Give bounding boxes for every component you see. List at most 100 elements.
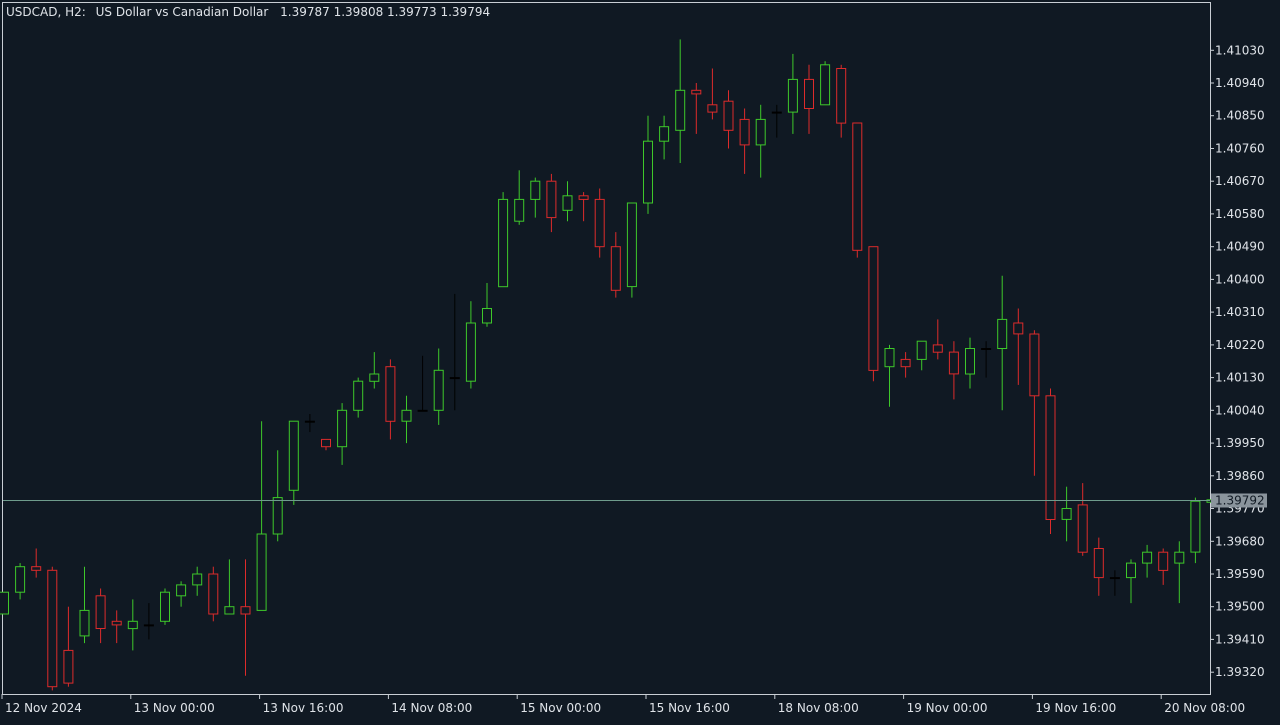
candle (739, 108, 750, 174)
x-tick-label: 19 Nov 00:00 (907, 701, 988, 715)
candle (626, 202, 637, 298)
candle (530, 177, 541, 218)
candle-body (900, 358, 911, 368)
candle (1109, 570, 1120, 596)
candle (1158, 548, 1169, 585)
candle (610, 232, 621, 298)
candle-body (1045, 395, 1056, 520)
candle-body (514, 198, 525, 222)
x-axis[interactable]: 12 Nov 2024 13 Nov 00:00 13 Nov 16:00 14 No… (1, 694, 1245, 715)
y-tick-label: 1.40400 (1215, 272, 1265, 286)
candle-body (739, 118, 750, 146)
candle-body (659, 126, 670, 142)
current-price-tag-label: 1.39792 (1215, 494, 1265, 508)
candle (224, 559, 235, 615)
candle-body (852, 122, 863, 251)
candle (0, 591, 9, 615)
candle (1142, 544, 1153, 578)
candle (1077, 483, 1088, 556)
candle-body (836, 68, 847, 124)
candle-body (1013, 322, 1024, 335)
y-tick-label: 1.40220 (1215, 338, 1265, 352)
candle (1174, 541, 1185, 604)
candle (707, 68, 718, 120)
candle (594, 188, 605, 258)
candle (643, 115, 653, 214)
candle (948, 341, 959, 400)
candle-body (1142, 551, 1153, 564)
y-tick-label: 1.39950 (1215, 436, 1265, 450)
candle-body (755, 118, 766, 146)
candle-body (369, 373, 380, 382)
candle-body (401, 409, 412, 422)
candle (240, 559, 251, 676)
candle-body (498, 198, 509, 288)
y-tick-label: 1.40130 (1215, 371, 1265, 385)
x-tick-label: 12 Nov 2024 (5, 701, 82, 715)
candle-body (1093, 548, 1104, 579)
candle-body (417, 409, 428, 412)
y-tick-label: 1.39410 (1215, 632, 1265, 646)
candle (691, 83, 702, 134)
candle (578, 192, 589, 222)
y-tick-label: 1.40580 (1215, 207, 1265, 221)
candle (95, 588, 106, 644)
candle-body (997, 318, 1008, 349)
candle-body (79, 609, 90, 637)
candle-body (884, 348, 895, 368)
candle (562, 181, 573, 222)
candle-body (787, 78, 798, 113)
y-tick-label: 1.40310 (1215, 305, 1265, 319)
candle-body (1029, 333, 1040, 397)
candle (401, 395, 412, 444)
candle (868, 246, 879, 382)
candle (997, 275, 1008, 411)
candle (111, 610, 122, 644)
y-tick-label: 1.40940 (1215, 76, 1265, 90)
candle (465, 301, 476, 389)
x-tick-label: 13 Nov 16:00 (263, 701, 344, 715)
candle-body (143, 624, 154, 627)
y-tick-label: 1.41030 (1215, 43, 1265, 57)
candle-body (0, 591, 9, 615)
candle (836, 64, 847, 138)
candle-body (562, 195, 573, 211)
candle-body (304, 420, 315, 423)
candle-body (465, 322, 476, 382)
candle-body (1061, 508, 1072, 520)
candle-body (127, 620, 138, 630)
candle-body (1077, 504, 1088, 553)
candle (63, 606, 74, 687)
candle (723, 90, 734, 149)
x-tick-label: 15 Nov 16:00 (649, 701, 730, 715)
y-tick-label: 1.39500 (1215, 600, 1265, 614)
candle (1029, 330, 1040, 476)
candle (256, 421, 267, 611)
candle-body (95, 595, 106, 629)
candle (1061, 486, 1072, 542)
candle-body (256, 533, 267, 611)
candle-body (820, 64, 831, 106)
candle (981, 341, 992, 378)
header-ohlc: 1.39787 1.39808 1.39773 1.39794 (280, 5, 490, 19)
x-tick-label: 19 Nov 16:00 (1035, 701, 1116, 715)
y-tick-label: 1.39320 (1215, 665, 1265, 679)
candle-body (433, 369, 444, 411)
candle-body (482, 308, 492, 324)
candle (820, 61, 831, 106)
candle-body (594, 198, 605, 248)
candle (337, 403, 348, 465)
y-axis[interactable]: 1.41030 1.40940 1.40850 1.40760 1.40670 1.405… (1210, 43, 1265, 679)
candle-body (47, 569, 58, 688)
candle (1093, 537, 1104, 596)
candle-body (981, 348, 992, 350)
candle (192, 566, 203, 596)
candle-body (804, 78, 814, 110)
candle (353, 377, 364, 418)
candle (143, 603, 154, 640)
candle-body (321, 438, 331, 448)
x-tick-label: 14 Nov 08:00 (391, 701, 472, 715)
candle (482, 283, 492, 327)
